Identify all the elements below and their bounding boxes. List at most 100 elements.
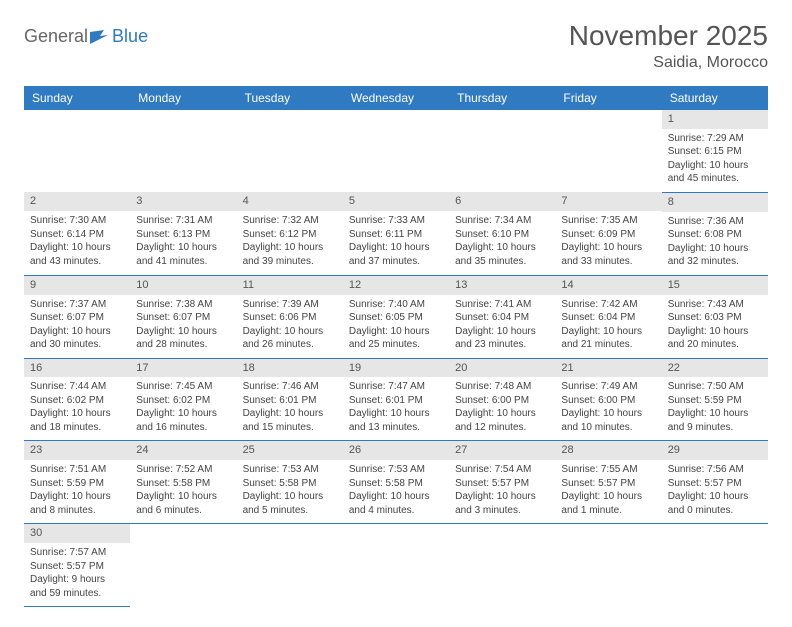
daylight: Daylight: 10 hours and 39 minutes. xyxy=(243,241,337,268)
day-cell: 21Sunrise: 7:49 AMSunset: 6:00 PMDayligh… xyxy=(555,358,661,441)
sunrise: Sunrise: 7:57 AM xyxy=(30,546,124,560)
day-details: Sunrise: 7:52 AMSunset: 5:58 PMDaylight:… xyxy=(130,460,236,523)
day-cell: 19Sunrise: 7:47 AMSunset: 6:01 PMDayligh… xyxy=(343,358,449,441)
day-details: Sunrise: 7:29 AMSunset: 6:15 PMDaylight:… xyxy=(662,129,768,192)
daylight: Daylight: 10 hours and 43 minutes. xyxy=(30,241,124,268)
sunset: Sunset: 6:02 PM xyxy=(30,394,124,408)
day-header: Monday xyxy=(130,86,236,110)
sunset: Sunset: 6:04 PM xyxy=(561,311,655,325)
day-details: Sunrise: 7:56 AMSunset: 5:57 PMDaylight:… xyxy=(662,460,768,523)
day-header: Tuesday xyxy=(237,86,343,110)
day-number: 14 xyxy=(555,276,661,295)
sunrise: Sunrise: 7:29 AM xyxy=(668,132,762,146)
sunrise: Sunrise: 7:42 AM xyxy=(561,298,655,312)
sunset: Sunset: 5:58 PM xyxy=(136,477,230,491)
sunset: Sunset: 6:05 PM xyxy=(349,311,443,325)
day-number: 29 xyxy=(662,441,768,460)
day-number: 23 xyxy=(24,441,130,460)
empty-cell xyxy=(662,524,768,607)
day-number: 27 xyxy=(449,441,555,460)
calendar-body: 1Sunrise: 7:29 AMSunset: 6:15 PMDaylight… xyxy=(24,110,768,607)
day-cell: 7Sunrise: 7:35 AMSunset: 6:09 PMDaylight… xyxy=(555,192,661,275)
location: Saidia, Morocco xyxy=(569,54,768,72)
day-cell: 22Sunrise: 7:50 AMSunset: 5:59 PMDayligh… xyxy=(662,358,768,441)
sunrise: Sunrise: 7:33 AM xyxy=(349,214,443,228)
sunrise: Sunrise: 7:53 AM xyxy=(243,463,337,477)
sunrise: Sunrise: 7:30 AM xyxy=(30,214,124,228)
sunrise: Sunrise: 7:50 AM xyxy=(668,380,762,394)
day-details: Sunrise: 7:45 AMSunset: 6:02 PMDaylight:… xyxy=(130,377,236,440)
day-header: Saturday xyxy=(662,86,768,110)
sunset: Sunset: 6:11 PM xyxy=(349,228,443,242)
sunrise: Sunrise: 7:41 AM xyxy=(455,298,549,312)
day-details: Sunrise: 7:53 AMSunset: 5:58 PMDaylight:… xyxy=(237,460,343,523)
day-details: Sunrise: 7:54 AMSunset: 5:57 PMDaylight:… xyxy=(449,460,555,523)
calendar-page: General Blue November 2025 Saidia, Moroc… xyxy=(0,0,792,627)
day-number: 20 xyxy=(449,359,555,378)
sunset: Sunset: 6:01 PM xyxy=(349,394,443,408)
sunrise: Sunrise: 7:45 AM xyxy=(136,380,230,394)
sunrise: Sunrise: 7:51 AM xyxy=(30,463,124,477)
daylight: Daylight: 10 hours and 28 minutes. xyxy=(136,325,230,352)
day-details: Sunrise: 7:49 AMSunset: 6:00 PMDaylight:… xyxy=(555,377,661,440)
daylight: Daylight: 10 hours and 45 minutes. xyxy=(668,159,762,186)
sunset: Sunset: 6:04 PM xyxy=(455,311,549,325)
daylight: Daylight: 10 hours and 12 minutes. xyxy=(455,407,549,434)
day-number: 24 xyxy=(130,441,236,460)
day-cell: 5Sunrise: 7:33 AMSunset: 6:11 PMDaylight… xyxy=(343,192,449,275)
calendar-week: 2Sunrise: 7:30 AMSunset: 6:14 PMDaylight… xyxy=(24,192,768,275)
empty-cell xyxy=(555,110,661,192)
sunrise: Sunrise: 7:37 AM xyxy=(30,298,124,312)
daylight: Daylight: 10 hours and 37 minutes. xyxy=(349,241,443,268)
daylight: Daylight: 10 hours and 20 minutes. xyxy=(668,325,762,352)
sunrise: Sunrise: 7:55 AM xyxy=(561,463,655,477)
daylight: Daylight: 10 hours and 4 minutes. xyxy=(349,490,443,517)
calendar-table: SundayMondayTuesdayWednesdayThursdayFrid… xyxy=(24,86,768,607)
day-details: Sunrise: 7:36 AMSunset: 6:08 PMDaylight:… xyxy=(662,212,768,275)
calendar-week: 23Sunrise: 7:51 AMSunset: 5:59 PMDayligh… xyxy=(24,441,768,524)
day-details: Sunrise: 7:38 AMSunset: 6:07 PMDaylight:… xyxy=(130,295,236,358)
day-number: 25 xyxy=(237,441,343,460)
day-number: 11 xyxy=(237,276,343,295)
day-details: Sunrise: 7:39 AMSunset: 6:06 PMDaylight:… xyxy=(237,295,343,358)
empty-cell xyxy=(449,110,555,192)
daylight: Daylight: 10 hours and 30 minutes. xyxy=(30,325,124,352)
day-details: Sunrise: 7:41 AMSunset: 6:04 PMDaylight:… xyxy=(449,295,555,358)
day-number: 2 xyxy=(24,192,130,211)
day-details: Sunrise: 7:31 AMSunset: 6:13 PMDaylight:… xyxy=(130,211,236,274)
day-number: 15 xyxy=(662,276,768,295)
daylight: Daylight: 10 hours and 3 minutes. xyxy=(455,490,549,517)
day-cell: 2Sunrise: 7:30 AMSunset: 6:14 PMDaylight… xyxy=(24,192,130,275)
empty-cell xyxy=(555,524,661,607)
day-number: 21 xyxy=(555,359,661,378)
day-number: 7 xyxy=(555,192,661,211)
sunset: Sunset: 6:00 PM xyxy=(561,394,655,408)
sunset: Sunset: 6:08 PM xyxy=(668,228,762,242)
daylight: Daylight: 10 hours and 23 minutes. xyxy=(455,325,549,352)
day-details: Sunrise: 7:37 AMSunset: 6:07 PMDaylight:… xyxy=(24,295,130,358)
day-cell: 4Sunrise: 7:32 AMSunset: 6:12 PMDaylight… xyxy=(237,192,343,275)
daylight: Daylight: 10 hours and 18 minutes. xyxy=(30,407,124,434)
sunrise: Sunrise: 7:46 AM xyxy=(243,380,337,394)
sunrise: Sunrise: 7:35 AM xyxy=(561,214,655,228)
day-details: Sunrise: 7:44 AMSunset: 6:02 PMDaylight:… xyxy=(24,377,130,440)
day-cell: 20Sunrise: 7:48 AMSunset: 6:00 PMDayligh… xyxy=(449,358,555,441)
sunrise: Sunrise: 7:54 AM xyxy=(455,463,549,477)
day-number: 3 xyxy=(130,192,236,211)
day-number: 26 xyxy=(343,441,449,460)
day-details: Sunrise: 7:30 AMSunset: 6:14 PMDaylight:… xyxy=(24,211,130,274)
daylight: Daylight: 10 hours and 13 minutes. xyxy=(349,407,443,434)
daylight: Daylight: 10 hours and 26 minutes. xyxy=(243,325,337,352)
day-details: Sunrise: 7:53 AMSunset: 5:58 PMDaylight:… xyxy=(343,460,449,523)
sunset: Sunset: 5:57 PM xyxy=(455,477,549,491)
daylight: Daylight: 10 hours and 5 minutes. xyxy=(243,490,337,517)
daylight: Daylight: 10 hours and 15 minutes. xyxy=(243,407,337,434)
day-header-row: SundayMondayTuesdayWednesdayThursdayFrid… xyxy=(24,86,768,110)
sunset: Sunset: 6:07 PM xyxy=(136,311,230,325)
day-number: 4 xyxy=(237,192,343,211)
day-cell: 29Sunrise: 7:56 AMSunset: 5:57 PMDayligh… xyxy=(662,441,768,524)
day-cell: 3Sunrise: 7:31 AMSunset: 6:13 PMDaylight… xyxy=(130,192,236,275)
day-details: Sunrise: 7:34 AMSunset: 6:10 PMDaylight:… xyxy=(449,211,555,274)
logo-text-blue: Blue xyxy=(112,26,148,47)
day-cell: 16Sunrise: 7:44 AMSunset: 6:02 PMDayligh… xyxy=(24,358,130,441)
